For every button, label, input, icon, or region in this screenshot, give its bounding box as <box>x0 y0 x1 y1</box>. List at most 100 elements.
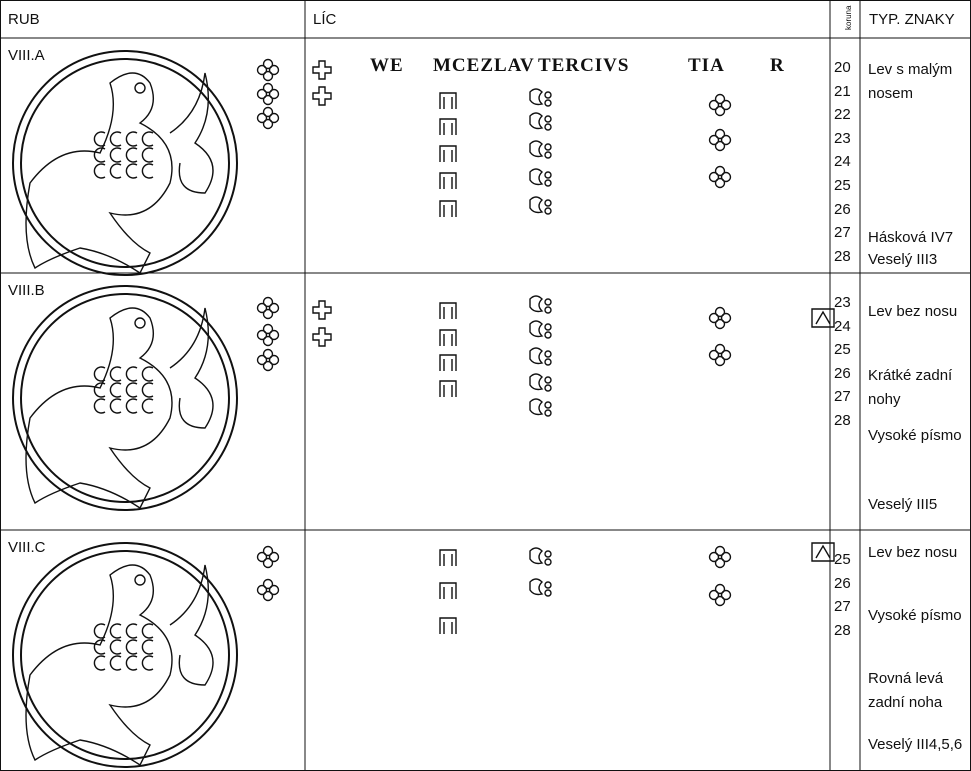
letter-glyph <box>544 350 552 358</box>
letter-glyph <box>529 168 544 186</box>
koruna-year: 23 <box>834 294 851 311</box>
row-label: VIII.A <box>8 47 45 64</box>
letter-glyph <box>529 295 544 313</box>
letter-glyph <box>544 115 552 123</box>
flower-symbol <box>262 70 274 82</box>
legend-text: R <box>770 55 785 76</box>
lion-crescent <box>109 147 122 163</box>
flower-symbol <box>256 88 268 100</box>
koruna-year: 28 <box>834 621 851 639</box>
koruna-year: 27 <box>834 388 851 406</box>
flower-symbol <box>262 348 274 360</box>
coin-rim <box>20 550 230 760</box>
flower-symbol <box>714 355 726 367</box>
legend-text: WE <box>370 55 404 76</box>
letter-glyph <box>529 196 544 214</box>
flower-symbol <box>256 584 268 596</box>
flower-symbol <box>708 551 720 563</box>
coin-rim <box>20 58 230 268</box>
lion-crescent <box>125 398 138 414</box>
lion-eye <box>134 317 146 329</box>
flower-symbol <box>262 296 274 308</box>
lion-crescent <box>125 163 138 179</box>
letter-glyph <box>439 172 457 189</box>
flower-symbol <box>262 578 274 590</box>
letter-glyph <box>544 143 552 151</box>
flower-symbol <box>714 583 726 595</box>
lion <box>25 72 173 275</box>
koruna-year: 25 <box>834 551 851 568</box>
letter-glyph <box>544 589 552 597</box>
typ-note: Vysoké písmo <box>868 427 962 444</box>
coin-rim <box>20 293 230 503</box>
letter-glyph <box>529 347 544 365</box>
flower-symbol <box>256 354 268 366</box>
flower-symbol <box>262 94 274 106</box>
cross-symbol <box>312 60 332 80</box>
letter-glyph <box>439 549 457 566</box>
koruna-year: 27 <box>834 224 851 242</box>
lion-crescent <box>93 366 106 382</box>
letter-glyph <box>529 320 544 338</box>
letter-glyph <box>439 380 457 397</box>
flower-symbol <box>714 595 726 607</box>
lion-crescent <box>141 366 154 382</box>
lion-crescent <box>141 147 154 163</box>
lion-tail <box>169 564 214 686</box>
flower-symbol <box>708 99 720 111</box>
coin-rim <box>12 542 238 768</box>
lion-eye <box>134 82 146 94</box>
lion-crescent <box>93 131 106 147</box>
letter-glyph <box>544 151 552 159</box>
letter-glyph <box>544 207 552 215</box>
cross-symbol <box>312 327 332 347</box>
flower-symbol <box>708 589 720 601</box>
flower-symbol <box>262 118 274 130</box>
coin-rim <box>12 50 238 276</box>
letter-glyph <box>544 581 552 589</box>
typ-note: Veselý III5 <box>868 496 938 513</box>
letter-glyph <box>529 373 544 391</box>
lion-crescent <box>125 639 138 655</box>
lion-crescent <box>125 131 138 147</box>
letter-glyph <box>529 140 544 158</box>
letter-glyph <box>544 376 552 384</box>
letter-glyph <box>439 582 457 599</box>
flower-symbol <box>262 323 274 335</box>
typ-note: Vysoké písmo <box>868 607 962 624</box>
lion-crescent <box>141 131 154 147</box>
koruna-year: 26 <box>834 574 851 592</box>
flower-symbol <box>720 349 732 361</box>
koruna-year: 25 <box>834 177 851 194</box>
row-label: VIII.C <box>8 539 46 556</box>
lion-crescent <box>141 639 154 655</box>
lion-crescent <box>125 366 138 382</box>
letter-glyph <box>529 88 544 106</box>
letter-glyph <box>544 323 552 331</box>
typ-note: Hásková IV7 <box>868 229 954 246</box>
flower-symbol <box>262 82 274 94</box>
header-lic: LÍC <box>313 11 337 28</box>
flower-symbol <box>256 302 268 314</box>
flower-symbol <box>720 312 732 324</box>
lion-crescent <box>125 655 138 671</box>
letter-glyph <box>544 298 552 306</box>
flower-symbol <box>720 551 732 563</box>
flower-symbol <box>708 171 720 183</box>
header-koruna: koruna <box>844 5 853 30</box>
flower-symbol <box>268 584 280 596</box>
header-rub: RUB <box>8 11 40 28</box>
flower-symbol <box>268 302 280 314</box>
koruna-year: 28 <box>834 412 851 429</box>
lion-crescent <box>141 382 154 398</box>
lion-crescent <box>93 147 106 163</box>
flower-symbol <box>256 551 268 563</box>
lion-crescent <box>93 639 106 655</box>
letter-glyph <box>544 179 552 187</box>
typ-note: Lev s malým nosem <box>868 61 953 102</box>
letter-glyph <box>439 302 457 319</box>
lion-crescent <box>93 655 106 671</box>
